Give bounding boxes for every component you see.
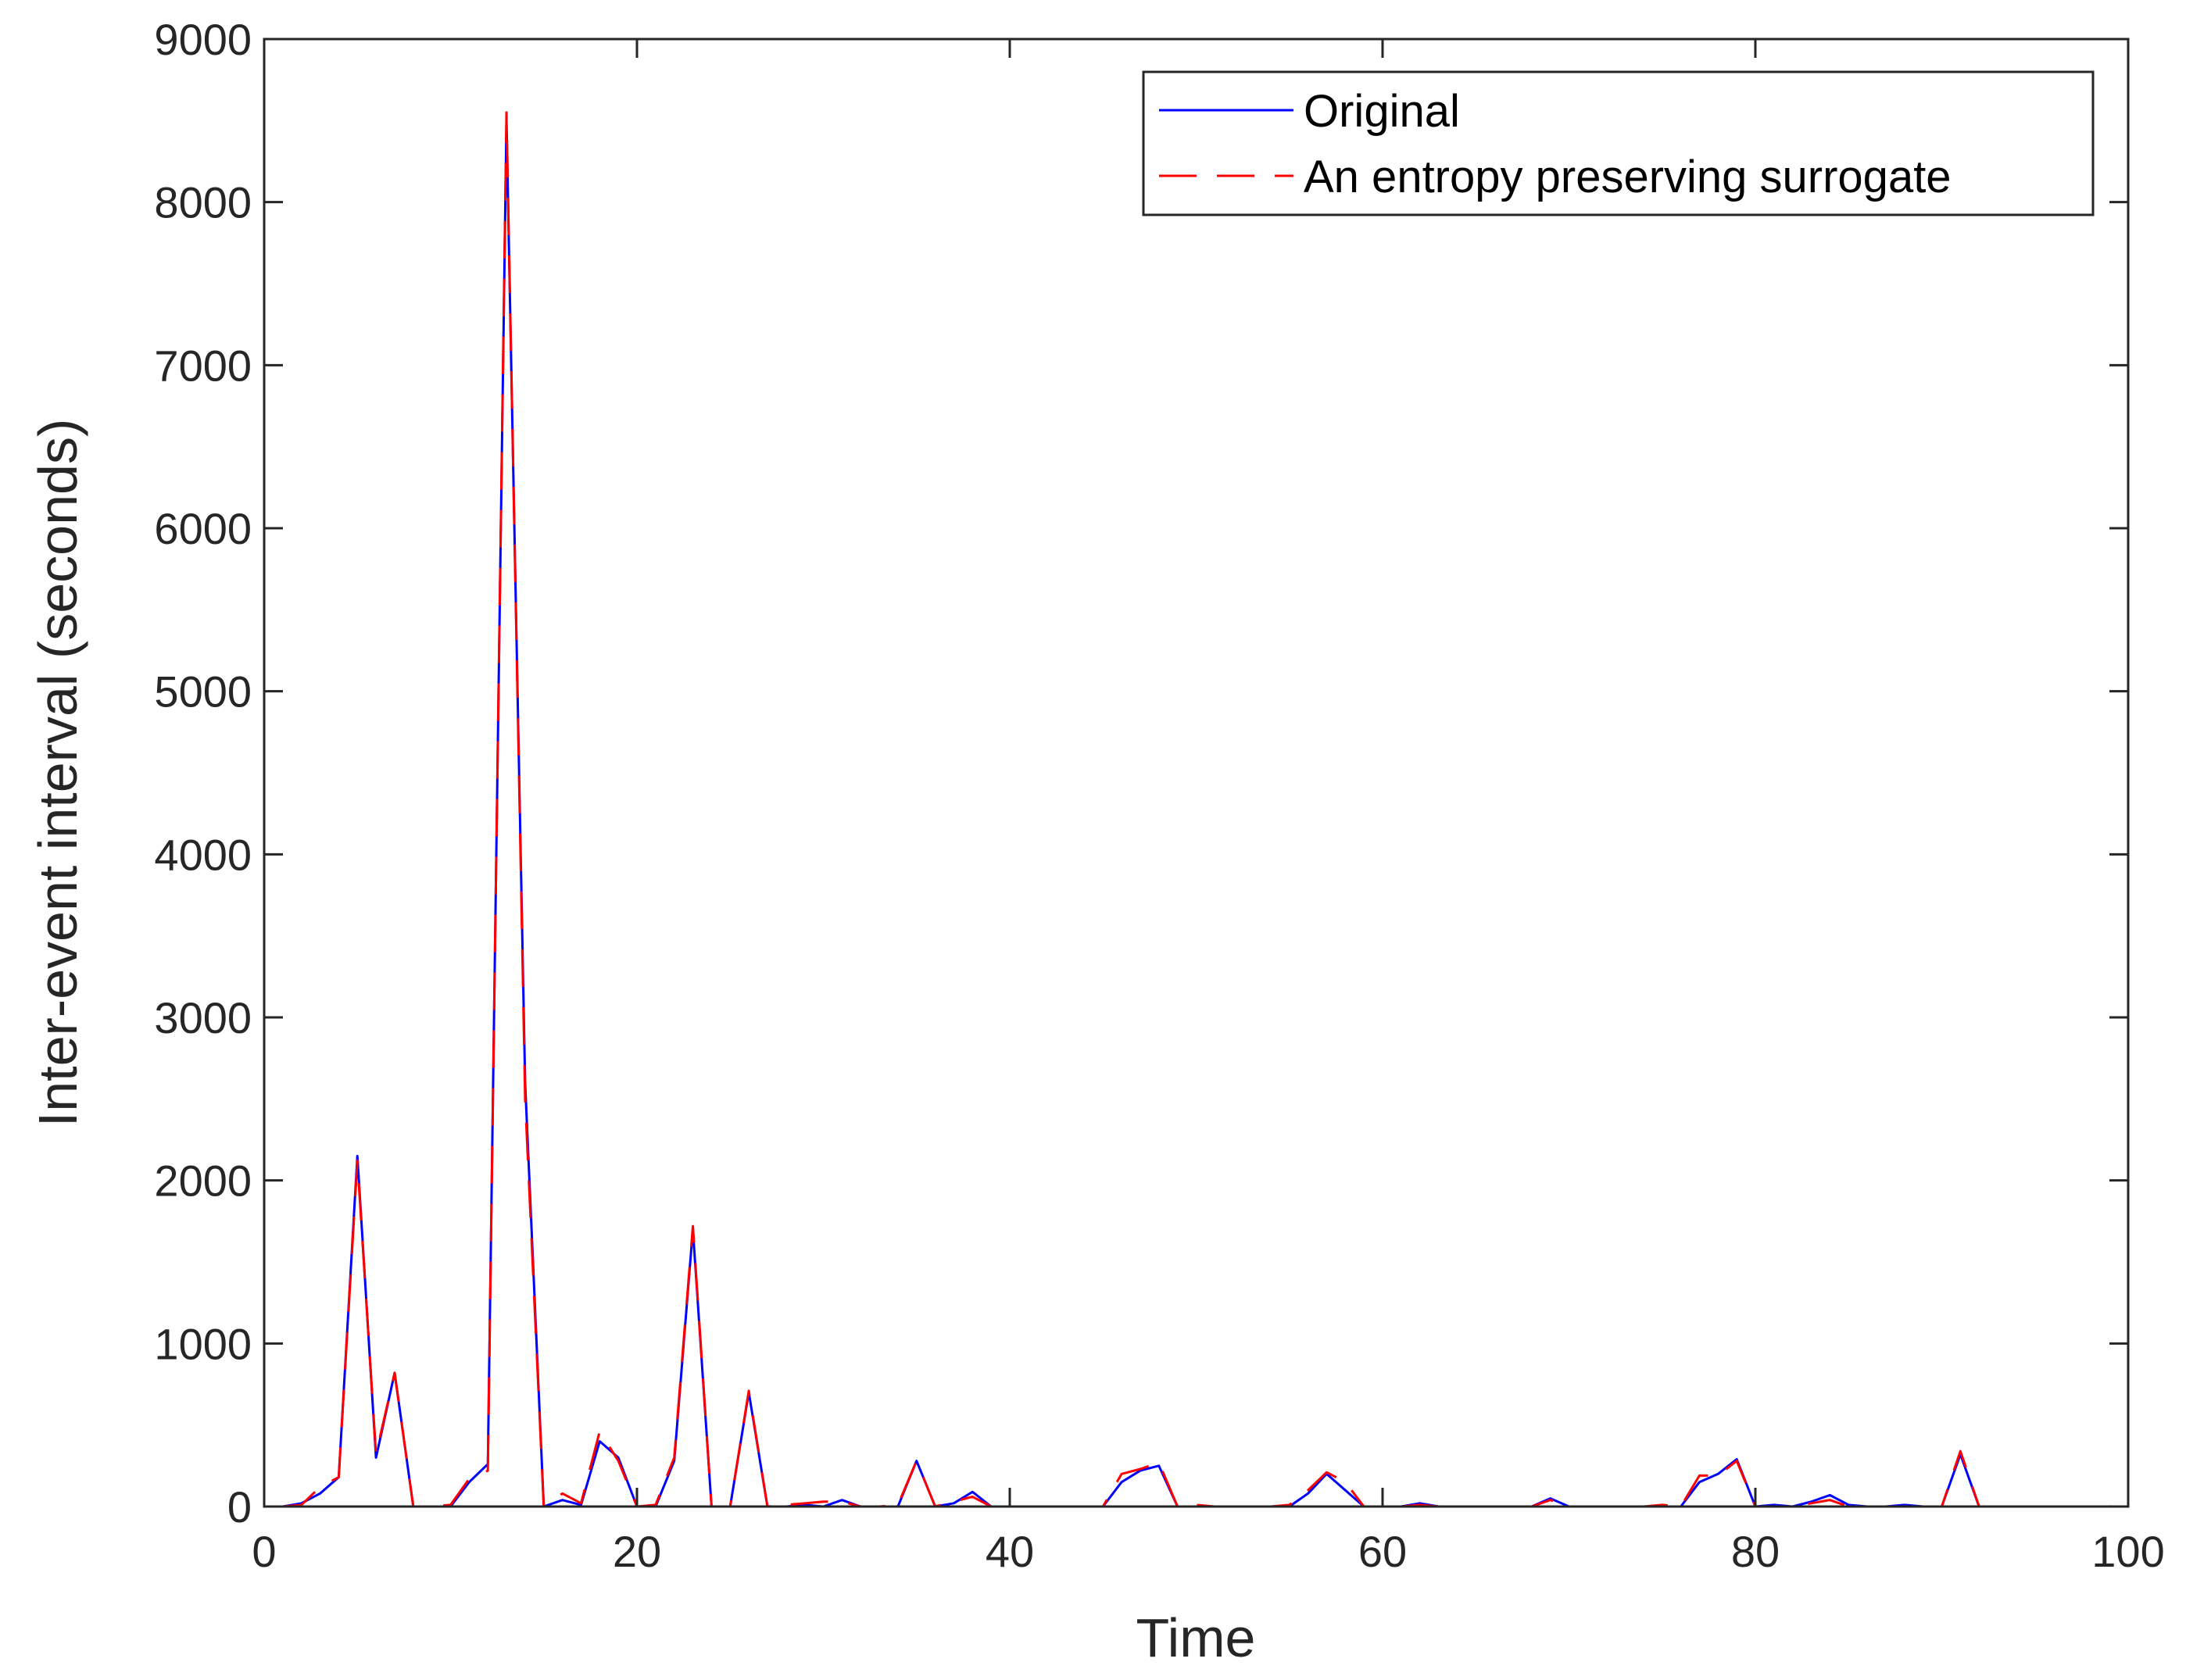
x-tick-label: 40 — [986, 1527, 1034, 1576]
y-tick-label: 9000 — [154, 15, 252, 64]
y-tick-label: 0 — [227, 1482, 252, 1532]
x-tick-label: 20 — [613, 1527, 661, 1576]
y-tick-label: 4000 — [154, 830, 252, 879]
legend-surrogate-label: An entropy preserving surrogate — [1304, 152, 1952, 202]
legend: Original An entropy preserving surrogate — [1142, 70, 2095, 216]
y-axis-title: Inter-event interval (seconds) — [27, 419, 88, 1128]
y-axis-ticks: 0 1000 2000 3000 4000 5000 6000 7000 8000 9000 — [154, 15, 2128, 1532]
x-axis-ticks: 0 20 40 60 80 100 — [252, 39, 2165, 1576]
y-tick-label: 1000 — [154, 1319, 252, 1368]
x-tick-label: 80 — [1731, 1527, 1780, 1576]
y-tick-label: 5000 — [154, 667, 252, 717]
x-axis-title: Time — [1136, 1607, 1256, 1668]
x-tick-label: 60 — [1358, 1527, 1407, 1576]
y-tick-label: 6000 — [154, 504, 252, 553]
y-tick-label: 3000 — [154, 993, 252, 1042]
plot-frame — [263, 38, 2130, 1508]
legend-original-label: Original — [1304, 86, 1460, 137]
x-tick-label: 100 — [2091, 1527, 2164, 1576]
plot-background — [264, 39, 2128, 1507]
x-tick-label: 0 — [252, 1527, 276, 1576]
y-tick-label: 8000 — [154, 178, 252, 227]
legend-box — [1142, 70, 2095, 216]
y-tick-label: 7000 — [154, 341, 252, 390]
y-tick-label: 2000 — [154, 1156, 252, 1206]
